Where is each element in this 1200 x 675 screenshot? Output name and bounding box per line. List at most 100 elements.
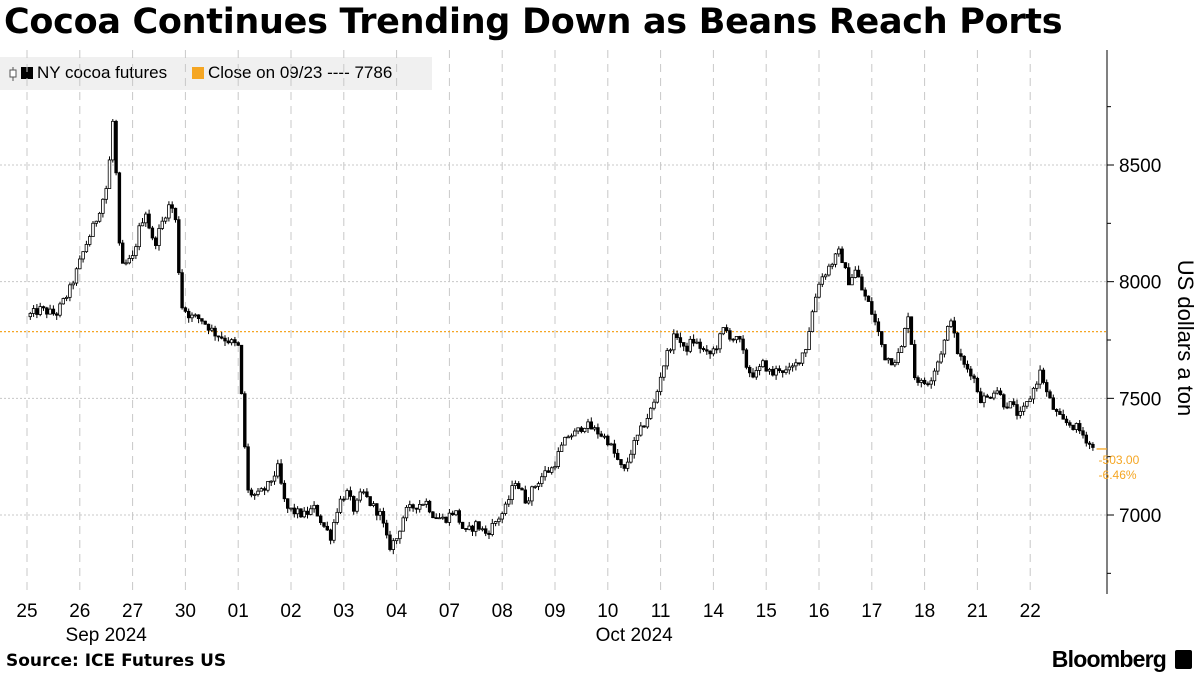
candle-body <box>500 513 504 520</box>
candle-body <box>292 507 296 515</box>
x-tick-label: 03 <box>333 601 354 622</box>
candle-body <box>995 390 999 394</box>
candle-body <box>639 425 643 436</box>
candle-body <box>599 433 603 437</box>
candle-body <box>860 276 864 291</box>
candle-body <box>408 504 412 508</box>
candle-body <box>1068 422 1072 426</box>
candle-body <box>249 489 254 496</box>
candle-body <box>384 522 389 536</box>
candle-body <box>1021 405 1026 412</box>
candle-body <box>724 327 729 332</box>
candle-body <box>124 262 128 265</box>
candle-body <box>213 327 217 337</box>
candle-body <box>35 308 39 315</box>
candle-body <box>285 498 290 509</box>
x-tick-label: 11 <box>651 601 671 622</box>
candle-body <box>167 204 171 219</box>
candle-body <box>431 511 435 519</box>
candle-body <box>256 490 260 495</box>
candle-body <box>863 289 867 297</box>
candle-body <box>454 510 458 516</box>
candle-body <box>216 335 221 338</box>
candle-body <box>579 427 584 432</box>
candle-body <box>180 272 184 309</box>
x-tick-label: 30 <box>175 601 196 622</box>
candle-body <box>279 463 283 484</box>
candle-body <box>847 267 851 286</box>
candle-body <box>74 268 79 284</box>
x-tick-label: 14 <box>703 601 725 622</box>
change-percent-label: -6.46% <box>1099 468 1137 482</box>
y-tick-label: 7000 <box>1119 506 1161 527</box>
candle-body <box>64 296 69 299</box>
candle-body <box>751 372 755 378</box>
candle-body <box>144 213 148 224</box>
candle-body <box>959 353 963 357</box>
candle-body <box>203 320 207 325</box>
candle-body <box>1084 434 1088 444</box>
candle-body <box>774 368 778 376</box>
candle-body <box>338 498 343 513</box>
candle-body <box>78 258 82 270</box>
candle-body <box>833 253 838 265</box>
candle-body <box>876 321 881 332</box>
candle-body <box>728 330 732 340</box>
candle-body <box>629 453 633 463</box>
candle-body <box>236 342 240 346</box>
candle-body <box>609 443 613 446</box>
candle-body <box>830 263 834 267</box>
candle-body <box>177 219 181 274</box>
candle-body <box>309 508 313 515</box>
candle-body <box>810 311 815 332</box>
candle-body <box>939 353 943 363</box>
candle-body <box>619 459 623 466</box>
candle-body <box>899 346 904 353</box>
candle-body <box>916 377 920 383</box>
candle-body <box>827 265 831 276</box>
candle-body <box>903 328 907 347</box>
candle-body <box>761 360 765 368</box>
bloomberg-mark-icon <box>1175 650 1192 669</box>
candle-body <box>173 207 178 221</box>
candle-body <box>117 172 122 244</box>
candle-body <box>969 368 973 377</box>
candle-body <box>88 236 92 245</box>
candle-body <box>394 538 399 542</box>
candle-body <box>71 282 75 286</box>
candle-body <box>127 258 131 264</box>
chart-title: Cocoa Continues Trending Down as Beans R… <box>4 2 1063 42</box>
candle-body <box>130 255 135 259</box>
candle-body <box>497 518 501 523</box>
candle-body <box>107 159 112 189</box>
candle-body <box>487 532 491 535</box>
candle-body <box>252 494 257 496</box>
candle-body <box>1018 411 1022 416</box>
candle-body <box>1045 382 1049 393</box>
candle-body <box>437 517 442 520</box>
candle-body <box>965 363 970 370</box>
candle-body <box>1087 442 1092 445</box>
candle-body <box>375 503 379 516</box>
x-month-label: Oct 2024 <box>596 625 674 646</box>
candle-body <box>61 298 65 305</box>
candle-body <box>1081 430 1085 436</box>
candle-body <box>734 336 739 341</box>
candle-body <box>919 379 923 383</box>
candle-body <box>276 463 280 477</box>
x-tick-label: 27 <box>122 601 143 622</box>
candle-body <box>186 310 191 319</box>
candle-body <box>137 225 141 248</box>
candle-body <box>391 540 395 550</box>
x-tick-label: 15 <box>756 601 777 622</box>
candle-body <box>675 333 679 339</box>
candle-body <box>41 306 46 309</box>
candle-body <box>510 485 514 501</box>
candle-body <box>1025 401 1029 407</box>
candle-body <box>190 314 194 319</box>
candle-body <box>378 511 382 516</box>
candle-body <box>157 228 161 246</box>
candle-body <box>381 511 386 524</box>
candle-body <box>536 483 541 487</box>
candle-body <box>622 464 626 469</box>
